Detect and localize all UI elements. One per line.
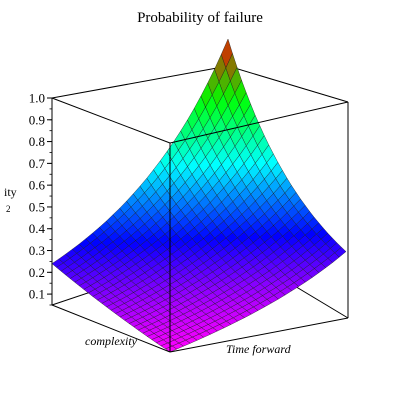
z-tick-label: 0.5 — [29, 199, 45, 214]
box-edge-front-bottom-right — [169, 317, 349, 353]
z-tick-label: 0.6 — [29, 178, 46, 193]
z-tick-label: 0.2 — [29, 265, 45, 280]
box-edge-back-top-left — [51, 65, 229, 99]
z-tick-label: 0.4 — [29, 221, 46, 236]
box-edge-front-bottom-left — [51, 304, 171, 353]
box-edge-back-top-right — [227, 65, 349, 103]
z-axis-ticks: 1.0 0.9 0.8 0.7 0.6 0.5 0.4 0.3 0.2 0.1 — [29, 91, 52, 306]
z-tick-label: 0.1 — [29, 287, 45, 302]
z-axis-label-line1: ity — [4, 185, 17, 199]
x-axis-label: complexity — [85, 334, 138, 348]
z-axis-label-line2: 2 — [6, 204, 11, 214]
y-axis-label: Time forward — [226, 342, 292, 356]
z-tick-label: 0.9 — [29, 112, 45, 127]
box-edge-front-top-left — [51, 97, 171, 144]
z-tick-label: 0.7 — [29, 156, 46, 171]
z-tick-label: 1.0 — [29, 91, 45, 106]
box-edge-front-top-right — [169, 101, 349, 144]
z-tick-label: 0.8 — [29, 134, 45, 149]
z-tick-label: 0.3 — [29, 243, 45, 258]
chart-title: Probability of failure — [137, 10, 263, 26]
surface-mesh — [51, 38, 347, 353]
